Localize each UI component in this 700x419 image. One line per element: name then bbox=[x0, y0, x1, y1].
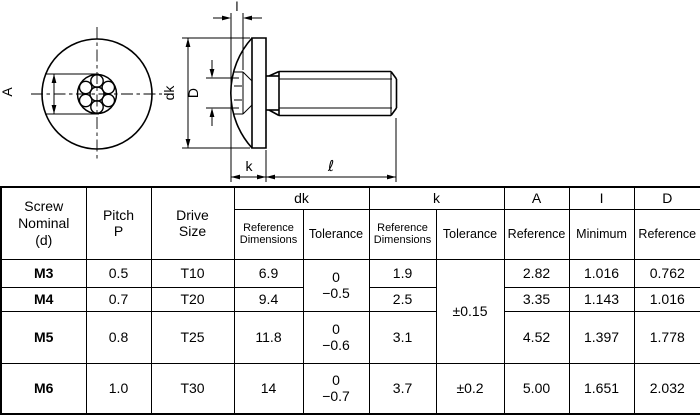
header-group-d: D bbox=[633, 186, 700, 210]
technical-drawing: A bbox=[0, 0, 700, 186]
dimension-length bbox=[266, 118, 397, 182]
table-row-m5: M5 0.8 T25 11.8 0 −0.6 3.1 4.52 1.397 1.… bbox=[0, 310, 700, 364]
table-row-m6: M6 1.0 T30 14 0 −0.7 3.7 ±0.2 5.00 1.651… bbox=[0, 362, 700, 415]
cell-drive-size: T30 bbox=[150, 362, 235, 415]
table-row-m4: M4 0.7 T20 9.4 2.5 3.35 1.143 1.016 bbox=[0, 286, 700, 312]
header-group-k: k bbox=[368, 186, 505, 210]
cell-drive-size: T10 bbox=[150, 258, 235, 288]
header-d-reference: Reference bbox=[633, 208, 700, 260]
cell-k-reference: 1.9 bbox=[368, 258, 437, 288]
label-l: l bbox=[236, 0, 239, 14]
header-screw-nominal: Screw Nominal (d) bbox=[0, 186, 87, 260]
cell-dk-tolerance-m6: 0 −0.7 bbox=[302, 362, 370, 415]
header-k-reference-dimensions: Reference Dimensions bbox=[368, 208, 437, 260]
cell-dk-tolerance-m5: 0 −0.6 bbox=[302, 310, 370, 364]
screw-head-profile bbox=[230, 37, 267, 149]
label-dk: dk bbox=[161, 85, 177, 101]
label-length: ℓ bbox=[327, 157, 334, 175]
cell-k-reference: 3.7 bbox=[368, 362, 437, 415]
header-group-i: I bbox=[568, 186, 635, 210]
centerlines-front bbox=[31, 27, 162, 162]
header-row-groups: Screw Nominal (d) Pitch P Drive Size dk … bbox=[0, 186, 700, 260]
recess-section-lines bbox=[233, 71, 253, 115]
table-row-m3: M3 0.5 T10 6.9 0 −0.5 1.9 ±0.15 2.82 1.0… bbox=[0, 258, 700, 364]
cell-d-reference: 1.778 bbox=[633, 310, 700, 364]
cell-i-minimum: 1.397 bbox=[568, 310, 635, 364]
header-dk-reference-dimensions: Reference Dimensions bbox=[233, 208, 304, 260]
front-view: A bbox=[0, 27, 162, 162]
cell-pitch: 0.7 bbox=[85, 286, 152, 312]
cell-a-reference: 4.52 bbox=[503, 310, 570, 364]
cell-d-reference: 2.032 bbox=[633, 362, 700, 415]
header-i-minimum: Minimum bbox=[568, 208, 635, 260]
screw-drawing-svg: A bbox=[0, 0, 398, 182]
label-A: A bbox=[0, 87, 15, 97]
header-k-tolerance: Tolerance bbox=[435, 208, 505, 260]
cell-dk-reference: 11.8 bbox=[233, 310, 304, 364]
cell-nominal: M6 bbox=[0, 362, 87, 415]
cell-dk-reference: 6.9 bbox=[233, 258, 304, 288]
cell-pitch: 0.5 bbox=[85, 258, 152, 288]
cell-a-reference: 3.35 bbox=[503, 286, 570, 312]
cell-k-tolerance-m6: ±0.2 bbox=[435, 362, 505, 415]
cell-a-reference: 2.82 bbox=[503, 258, 570, 288]
screw-shank bbox=[266, 70, 398, 117]
header-group-a: A bbox=[503, 186, 570, 210]
cell-k-reference: 2.5 bbox=[368, 286, 437, 312]
cell-pitch: 0.8 bbox=[85, 310, 152, 364]
cell-drive-size: T20 bbox=[150, 286, 235, 312]
cell-dk-reference: 9.4 bbox=[233, 286, 304, 312]
cell-a-reference: 5.00 bbox=[503, 362, 570, 415]
head-outline-circle bbox=[41, 38, 153, 150]
cell-i-minimum: 1.651 bbox=[568, 362, 635, 415]
label-k: k bbox=[246, 158, 254, 174]
label-D: D bbox=[185, 88, 201, 98]
cell-pitch: 1.0 bbox=[85, 362, 152, 415]
cell-i-minimum: 1.016 bbox=[568, 258, 635, 288]
cell-nominal: M5 bbox=[0, 310, 87, 364]
cell-dk-reference: 14 bbox=[233, 362, 304, 415]
cell-i-minimum: 1.143 bbox=[568, 286, 635, 312]
header-a-reference: Reference bbox=[503, 208, 570, 260]
dimension-table: Screw Nominal (d) Pitch P Drive Size dk … bbox=[0, 186, 700, 415]
side-view: l dk D bbox=[161, 0, 398, 182]
header-drive-size: Drive Size bbox=[150, 186, 235, 260]
dimension-A bbox=[45, 73, 99, 115]
header-dk-tolerance: Tolerance bbox=[302, 208, 370, 260]
cell-drive-size: T25 bbox=[150, 310, 235, 364]
dimension-D bbox=[206, 60, 239, 126]
cell-d-reference: 0.762 bbox=[633, 258, 700, 288]
cell-k-tolerance-m3-m5: ±0.15 bbox=[435, 258, 505, 364]
header-group-dk: dk bbox=[233, 186, 370, 210]
cell-k-reference: 3.1 bbox=[368, 310, 437, 364]
cell-dk-tolerance-m3-m4: 0 −0.5 bbox=[302, 258, 370, 312]
cell-nominal: M3 bbox=[0, 258, 87, 288]
cell-d-reference: 1.016 bbox=[633, 286, 700, 312]
dimension-l bbox=[213, 13, 262, 182]
header-pitch: Pitch P bbox=[85, 186, 152, 260]
dimension-dk bbox=[182, 37, 250, 149]
dome-arc bbox=[230, 37, 253, 149]
cell-nominal: M4 bbox=[0, 286, 87, 312]
